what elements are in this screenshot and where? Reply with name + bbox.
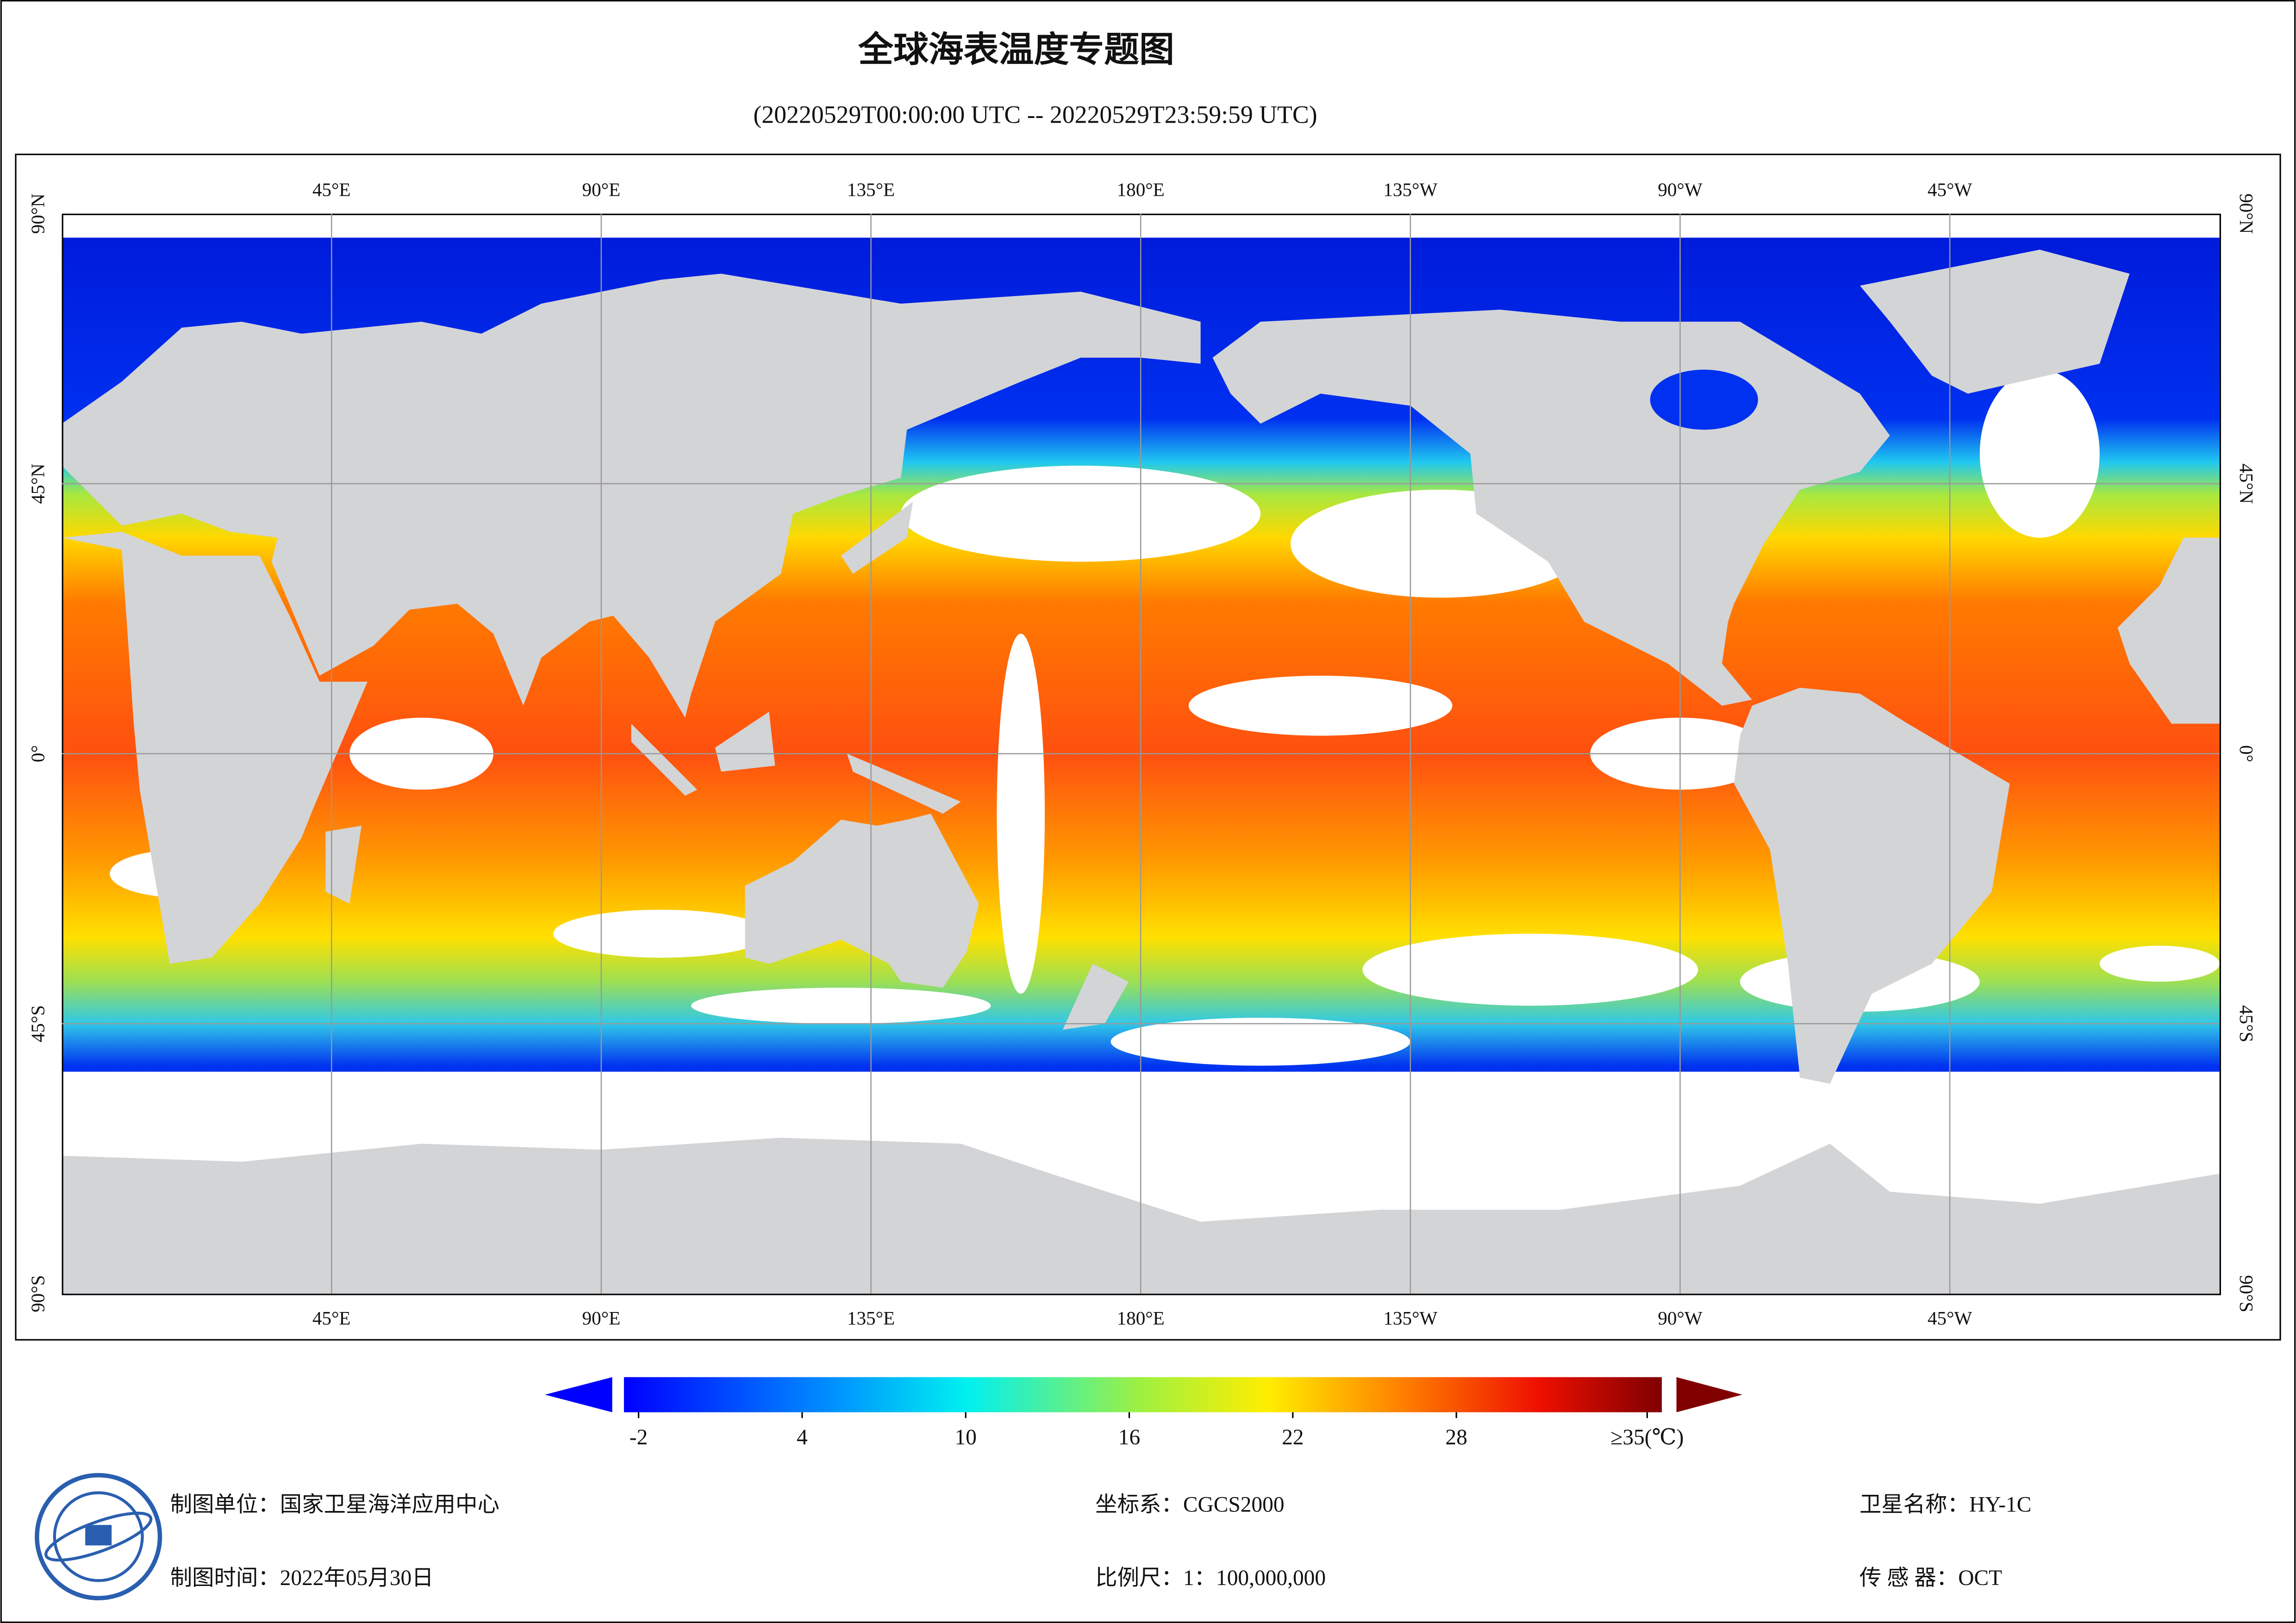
lat-label-right: 90°N	[2236, 193, 2257, 234]
colorbar-tick-label: 22	[1282, 1425, 1304, 1449]
footer-satellite: 卫星名称：HY-1C	[1859, 1493, 2031, 1517]
lat-label-left: 90°N	[27, 193, 49, 234]
lat-label-right: 45°S	[2236, 1005, 2257, 1042]
map-frame	[15, 154, 2281, 1341]
lon-label-top: 45°W	[1928, 179, 1972, 200]
colorbar-tick-label: 16	[1118, 1425, 1140, 1449]
colorbar-tick-label: 28	[1445, 1425, 1467, 1449]
colorbar-tick-label: 4	[797, 1425, 808, 1449]
lon-label-top: 90°E	[582, 179, 621, 200]
west-africa	[2117, 537, 2220, 724]
colorbar-tick-label: ≥35(℃)	[1610, 1425, 1684, 1449]
lon-label-bottom: 90°W	[1658, 1307, 1703, 1329]
footer-crs: 坐标系：CGCS2000	[1095, 1493, 1284, 1517]
lon-label-bottom: 45°W	[1928, 1307, 1972, 1329]
graticule	[62, 213, 2220, 1294]
new-zealand	[1062, 964, 1129, 1030]
greenland	[1859, 249, 2130, 394]
lat-label-right: 90°S	[2236, 1275, 2257, 1312]
footer-sensor: 传 感 器：OCT	[1859, 1566, 2002, 1590]
footer-scale: 比例尺：1：100,000,000	[1095, 1566, 1326, 1590]
hudson-bay	[1650, 369, 1758, 430]
colorbar-high-arrow	[1676, 1377, 1742, 1412]
madagascar	[325, 826, 362, 904]
lon-label-top: 45°E	[312, 179, 351, 200]
lon-label-top: 90°W	[1658, 179, 1703, 200]
lat-label-right: 45°N	[2236, 464, 2257, 504]
lon-label-top: 180°E	[1117, 179, 1165, 200]
colorbar	[624, 1377, 1662, 1412]
lon-label-bottom: 90°E	[582, 1307, 621, 1329]
colorbar-tick-label: -2	[630, 1425, 648, 1449]
lon-label-bottom: 135°W	[1383, 1307, 1437, 1329]
colorbar-tick-label: 10	[955, 1425, 976, 1449]
lon-label-bottom: 45°E	[312, 1307, 351, 1329]
plot-frame	[62, 213, 2221, 1295]
lat-label-right: 0°	[2236, 745, 2257, 762]
lat-label-left: 45°N	[27, 464, 49, 504]
logo	[35, 1473, 162, 1600]
africa	[62, 531, 368, 964]
subtitle: (20220529T00:00:00 UTC -- 20220529T23:59…	[753, 101, 1317, 129]
lat-label-left: 90°S	[27, 1275, 49, 1312]
footer-unit: 制图单位：国家卫星海洋应用中心	[170, 1493, 499, 1517]
lon-label-bottom: 135°E	[847, 1307, 895, 1329]
south-america	[1734, 687, 2010, 1084]
australia	[745, 814, 979, 988]
lat-label-left: 45°S	[27, 1005, 49, 1042]
lon-label-bottom: 180°E	[1117, 1307, 1165, 1329]
lat-label-left: 0°	[27, 745, 49, 762]
eurasia	[62, 274, 1201, 718]
lon-label-top: 135°E	[847, 179, 895, 200]
lon-label-top: 135°W	[1383, 179, 1437, 200]
footer-time: 制图时间：2022年05月30日	[170, 1566, 434, 1590]
title: 全球海表温度专题图	[858, 29, 1174, 70]
colorbar-low-arrow	[545, 1377, 612, 1412]
